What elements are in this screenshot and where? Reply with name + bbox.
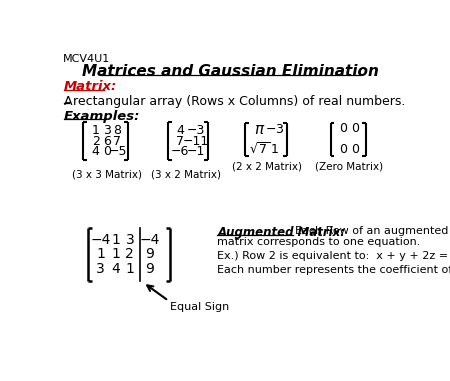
Text: 6: 6 (103, 135, 111, 148)
Text: 0: 0 (339, 122, 347, 134)
Text: 1: 1 (112, 233, 120, 247)
Text: (2 x 2 Matrix): (2 x 2 Matrix) (232, 162, 302, 172)
Text: $\pi$: $\pi$ (254, 122, 265, 137)
Text: (Zero Matrix): (Zero Matrix) (315, 162, 383, 172)
Text: 9: 9 (146, 247, 154, 261)
Text: 0: 0 (339, 143, 347, 156)
Text: 2: 2 (92, 135, 100, 148)
Text: 9: 9 (146, 262, 154, 276)
Text: A: A (64, 95, 72, 108)
Text: $\sqrt{7}$: $\sqrt{7}$ (249, 142, 270, 157)
Text: rectangular array (Rows x Columns) of real numbers.: rectangular array (Rows x Columns) of re… (69, 95, 406, 108)
Text: 1: 1 (126, 262, 134, 276)
Text: 7: 7 (113, 135, 122, 148)
Text: −6: −6 (171, 146, 189, 158)
Text: Each Row of an augmented: Each Row of an augmented (295, 226, 448, 236)
Text: −4: −4 (90, 233, 111, 247)
Text: 4: 4 (92, 146, 100, 158)
Text: Augmented Matrix:: Augmented Matrix: (217, 226, 346, 239)
Text: −4: −4 (140, 233, 160, 247)
Text: 1: 1 (96, 247, 105, 261)
Text: −11: −11 (183, 135, 209, 148)
Text: 0: 0 (351, 143, 360, 156)
Text: −1: −1 (187, 146, 205, 158)
Text: 4: 4 (112, 262, 120, 276)
Text: MCV4U1: MCV4U1 (63, 54, 110, 64)
Text: matrix corresponds to one equation.: matrix corresponds to one equation. (217, 237, 421, 247)
Text: $-3$: $-3$ (265, 123, 284, 136)
Text: Each number represents the coefficient of a variable.: Each number represents the coefficient o… (217, 265, 450, 275)
Text: (3 x 2 Matrix): (3 x 2 Matrix) (152, 170, 221, 180)
Text: Equal Sign: Equal Sign (170, 303, 230, 312)
Text: Matrices and Gaussian Elimination: Matrices and Gaussian Elimination (82, 64, 379, 79)
Text: 0: 0 (351, 122, 360, 134)
Text: −3: −3 (187, 124, 205, 137)
Text: 0: 0 (103, 146, 111, 158)
Text: $1$: $1$ (270, 143, 279, 156)
Text: Ex.) Row 2 is equivalent to:  x + y + 2z = 9: Ex.) Row 2 is equivalent to: x + y + 2z … (217, 251, 450, 261)
Text: 2: 2 (126, 247, 134, 261)
Text: 8: 8 (113, 124, 122, 137)
Text: Matrix:: Matrix: (64, 80, 117, 93)
Text: 1: 1 (92, 124, 100, 137)
Text: Examples:: Examples: (64, 110, 140, 123)
Text: (3 x 3 Matrix): (3 x 3 Matrix) (72, 170, 142, 180)
Text: 3: 3 (126, 233, 134, 247)
Text: 7: 7 (176, 135, 184, 148)
Text: −5: −5 (108, 146, 127, 158)
Text: 3: 3 (96, 262, 105, 276)
Text: 4: 4 (176, 124, 184, 137)
Text: 3: 3 (103, 124, 111, 137)
Text: 1: 1 (112, 247, 120, 261)
